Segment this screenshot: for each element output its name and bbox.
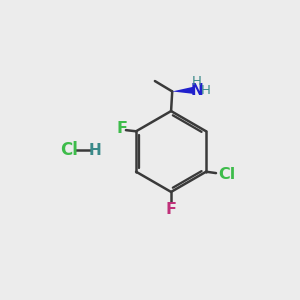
Text: H: H: [89, 143, 102, 158]
Text: F: F: [116, 122, 127, 136]
Text: N: N: [190, 82, 203, 98]
Text: Cl: Cl: [218, 167, 235, 182]
Text: Cl: Cl: [61, 141, 78, 159]
Polygon shape: [172, 87, 194, 94]
Text: F: F: [166, 202, 177, 217]
Text: H: H: [201, 84, 211, 97]
Text: H: H: [192, 75, 202, 88]
